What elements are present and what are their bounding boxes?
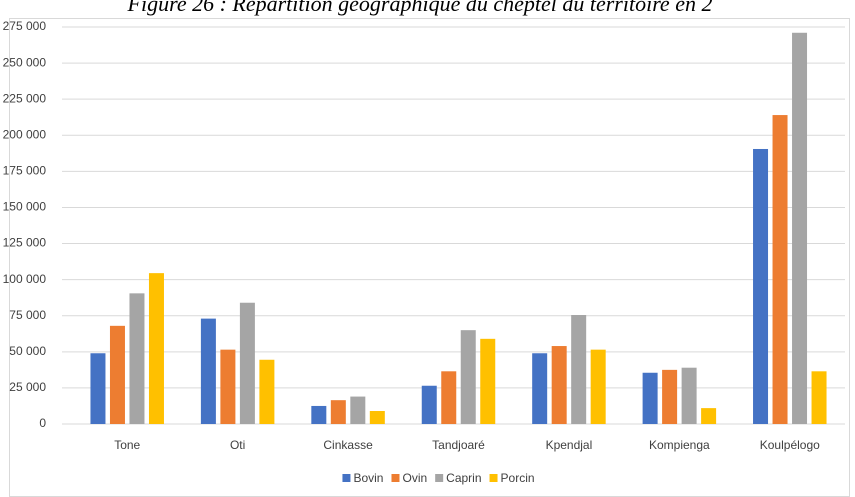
- y-tick-label: 75 000: [9, 308, 46, 322]
- bar: [259, 359, 275, 424]
- bar: [551, 346, 567, 424]
- bar: [753, 148, 769, 424]
- x-tick-label: Tone: [114, 438, 140, 452]
- y-tick-label: 100 000: [3, 272, 47, 286]
- bar: [772, 115, 788, 424]
- legend-label: Caprin: [446, 471, 481, 485]
- y-tick-label: 200 000: [3, 127, 47, 141]
- bar: [662, 369, 678, 424]
- bar: [460, 330, 476, 424]
- chart-title: Figure 26 : Répartition géographique du …: [127, 0, 713, 16]
- bar: [109, 325, 125, 424]
- legend-swatch: [391, 474, 400, 482]
- y-tick-label: 250 000: [3, 55, 47, 69]
- bar: [681, 367, 697, 424]
- x-tick-label: Tandjoaré: [432, 438, 485, 452]
- y-tick-label: 50 000: [9, 344, 46, 358]
- legend-label: Porcin: [501, 471, 535, 485]
- bar: [239, 302, 255, 424]
- y-tick-label: 0: [39, 416, 46, 430]
- x-tick-label: Kompienga: [649, 438, 710, 452]
- bar: [532, 353, 548, 424]
- x-tick-label: Cinkasse: [323, 438, 373, 452]
- bar: [129, 293, 145, 424]
- bar: [220, 349, 236, 424]
- bar: [330, 400, 346, 424]
- legend-label: Bovin: [353, 471, 383, 485]
- y-tick-label: 225 000: [3, 91, 47, 105]
- x-tick-label: Kpendjal: [546, 438, 593, 452]
- y-tick-label: 175 000: [3, 164, 47, 178]
- y-tick-label: 125 000: [3, 236, 47, 250]
- bar: [421, 385, 437, 424]
- bar: [590, 349, 606, 424]
- legend-swatch: [342, 474, 351, 482]
- bar: [148, 273, 164, 424]
- bar: [90, 353, 106, 424]
- legend-label: Ovin: [402, 471, 427, 485]
- bar: [642, 372, 658, 424]
- legend-swatch: [489, 474, 498, 482]
- x-tick-label: Koulpélogo: [760, 438, 820, 452]
- bar: [571, 315, 587, 424]
- bar: [480, 338, 496, 424]
- x-tick-label: Oti: [230, 438, 245, 452]
- y-tick-label: 150 000: [3, 200, 47, 214]
- bar: [441, 371, 457, 424]
- bar: [350, 396, 366, 424]
- bar: [811, 371, 827, 424]
- legend-swatch: [435, 474, 444, 482]
- bar: [311, 405, 327, 424]
- y-tick-label: 25 000: [9, 380, 46, 394]
- bar: [369, 411, 385, 424]
- bar: [701, 408, 717, 424]
- bar: [200, 318, 216, 424]
- y-tick-label: 275 000: [3, 19, 47, 33]
- chart-frame: [9, 18, 850, 497]
- bar: [792, 32, 808, 425]
